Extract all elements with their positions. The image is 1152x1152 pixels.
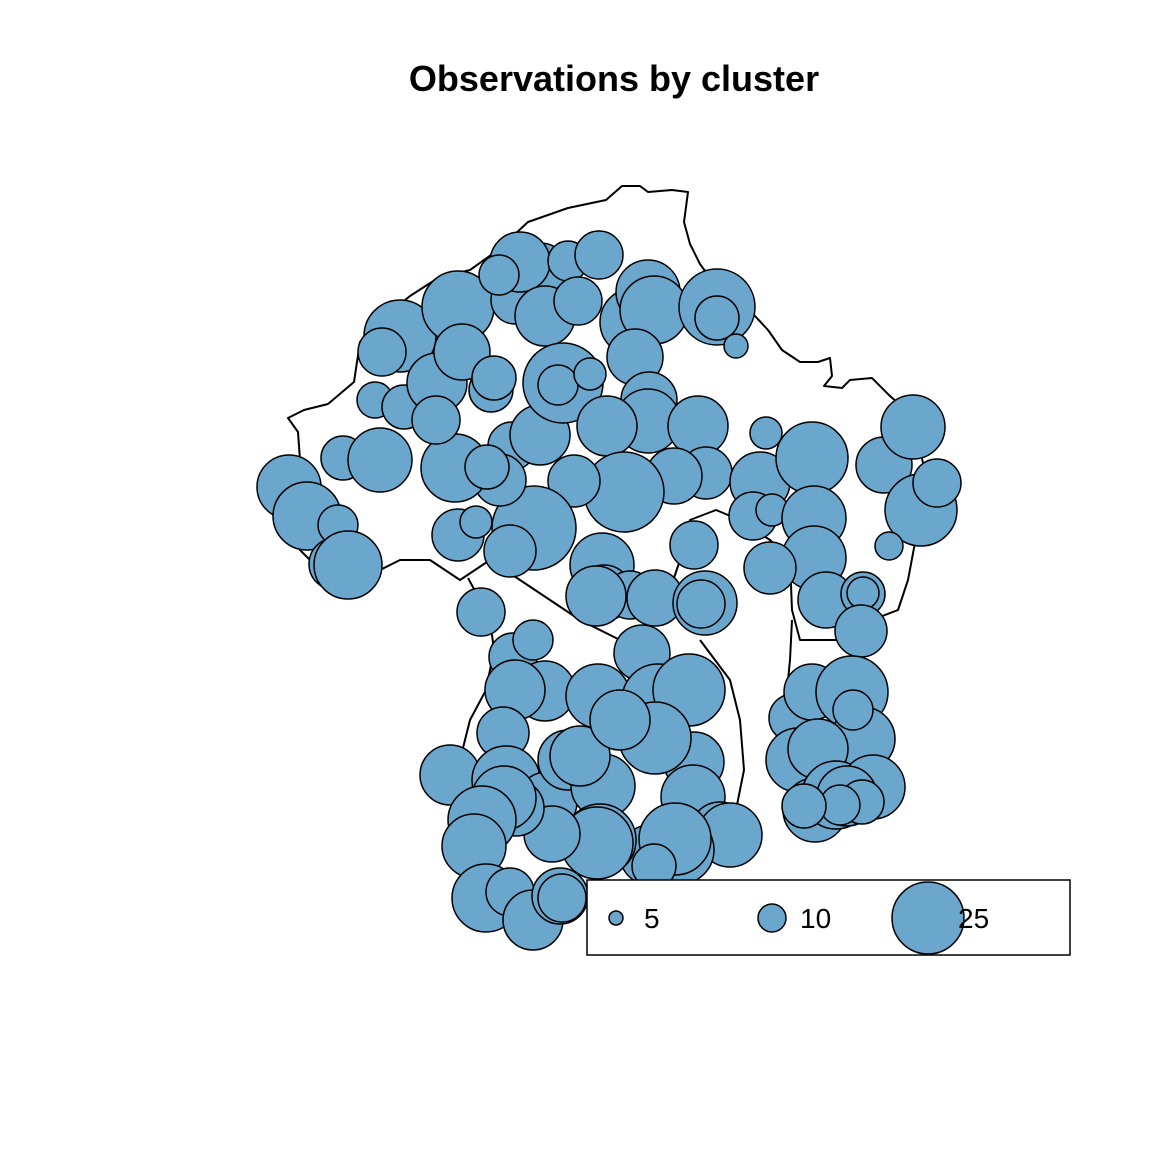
cluster-bubble	[832, 689, 874, 731]
legend: 5 10 25	[586, 879, 1071, 956]
cluster-bubble	[749, 416, 783, 450]
cluster-bubble	[537, 364, 579, 406]
cluster-bubble	[574, 230, 624, 280]
cluster-bubble	[565, 565, 627, 627]
legend-box	[586, 879, 1071, 956]
cluster-bubble	[553, 276, 603, 326]
inner-boundary-2	[699, 639, 745, 811]
cluster-bubble	[880, 394, 946, 460]
cluster-bubble	[694, 295, 740, 341]
legend-symbol-10	[757, 903, 787, 933]
cluster-bubble	[357, 327, 407, 377]
cluster-bubble	[313, 530, 383, 600]
legend-label-10: 10	[800, 903, 831, 934]
cluster-bubble	[667, 395, 729, 457]
cluster-bubble	[411, 395, 461, 445]
cluster-bubble	[573, 357, 607, 391]
cluster-bubble	[912, 458, 962, 508]
cluster-bubble	[547, 454, 601, 508]
cluster-bubble	[723, 333, 749, 359]
cluster-bubble	[347, 427, 413, 493]
cluster-bubbles	[256, 230, 962, 951]
cluster-bubble	[576, 395, 638, 457]
cluster-bubble	[537, 873, 587, 923]
cluster-bubble	[483, 524, 537, 578]
cluster-bubble	[676, 579, 726, 629]
legend-symbol-25	[891, 881, 965, 955]
cluster-bubble	[549, 725, 611, 787]
legend-label-5: 5	[644, 903, 660, 934]
legend-label-25: 25	[958, 903, 989, 934]
cluster-bubble	[471, 355, 517, 401]
cluster-bubble	[669, 520, 719, 570]
cluster-bubble	[834, 604, 888, 658]
map-title: Observations by cluster	[408, 58, 820, 99]
cluster-bubble	[846, 576, 880, 610]
cluster-bubble	[743, 541, 797, 595]
cluster-bubble	[464, 444, 510, 490]
cluster-bubble	[775, 421, 849, 495]
cluster-bubble	[456, 587, 506, 637]
legend-symbol-5	[608, 910, 624, 926]
cluster-bubble	[478, 254, 520, 296]
cluster-bubble	[512, 619, 554, 661]
cluster-bubble	[874, 531, 904, 561]
cluster-bubble	[781, 783, 827, 829]
cluster-bubble	[589, 689, 651, 751]
cluster-bubble	[459, 505, 493, 539]
